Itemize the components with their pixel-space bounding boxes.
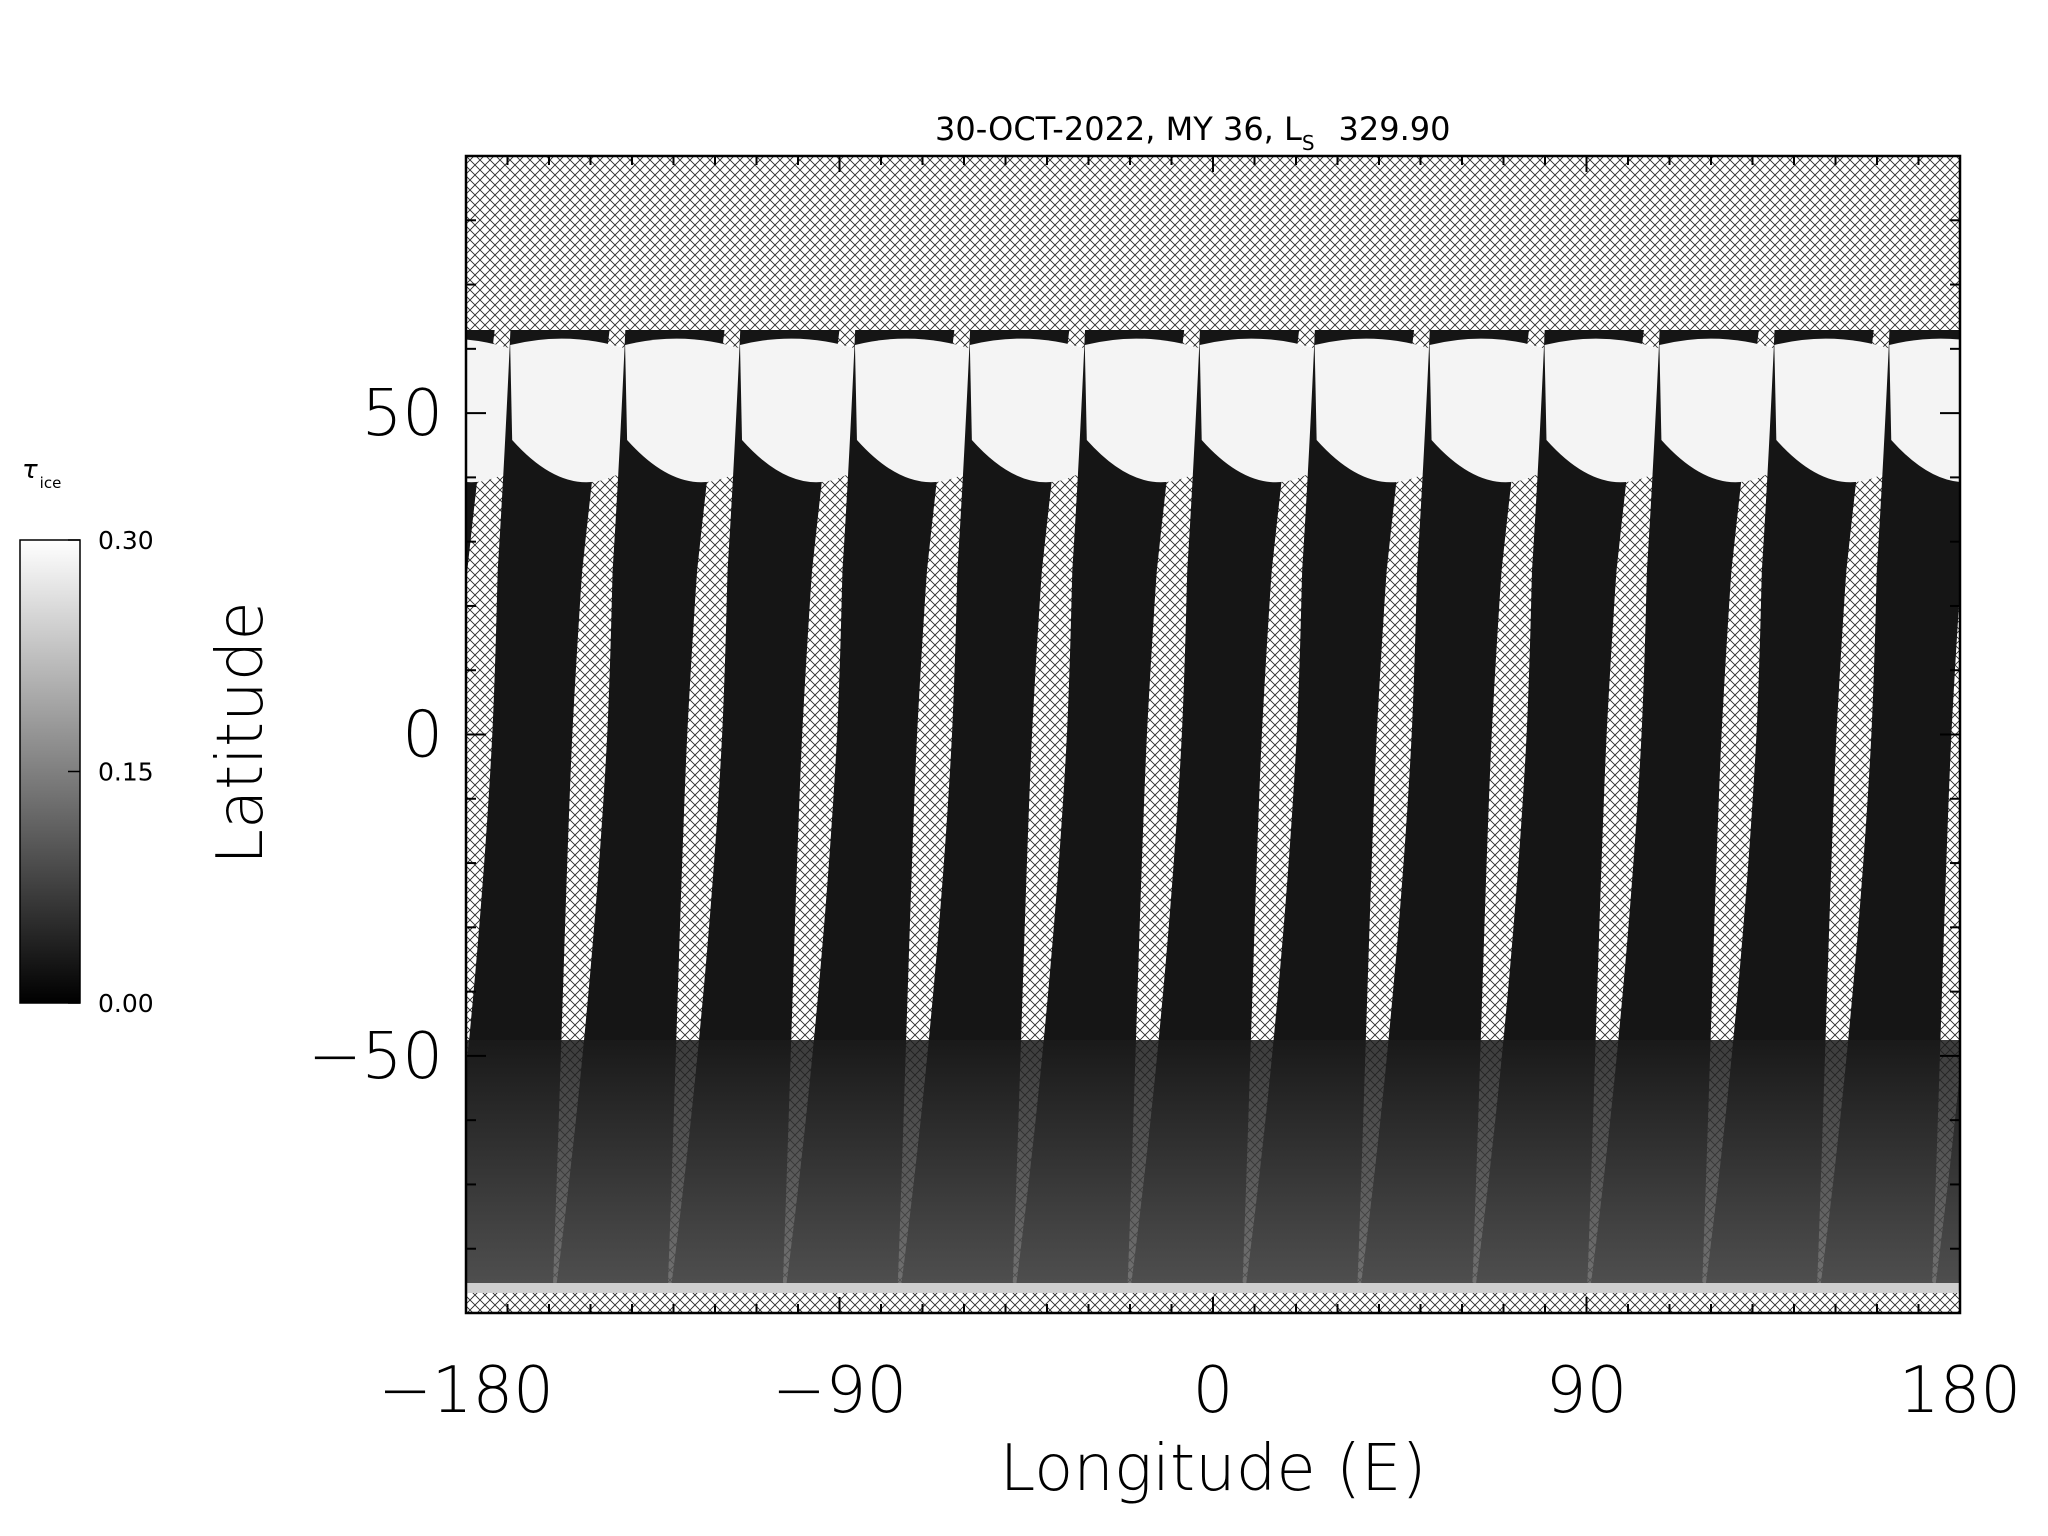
north-ice-cloud-cap xyxy=(969,338,1090,483)
north-ice-cloud-cap xyxy=(625,338,746,483)
colorbar-label-subscript: ice xyxy=(40,474,62,492)
x-tick-label: −180 xyxy=(378,1354,554,1428)
map-title: 30-OCT-2022, MY 36, LS 329.90 xyxy=(935,110,1451,155)
map-title-text: 30-OCT-2022, MY 36, L xyxy=(935,110,1302,148)
colorbar-tick-label: 0.00 xyxy=(98,989,154,1018)
north-ice-cloud-cap xyxy=(1429,338,1550,483)
y-tick-label: 0 xyxy=(402,699,443,773)
north-ice-cloud-cap xyxy=(1199,338,1320,483)
north-ice-cloud-cap xyxy=(1659,338,1780,483)
north-ice-cloud-cap xyxy=(510,338,631,483)
x-tick-label: 90 xyxy=(1546,1354,1627,1428)
south-polar-band xyxy=(466,1283,1960,1293)
north-ice-cloud-cap xyxy=(466,339,516,483)
north-ice-cloud-cap xyxy=(740,338,861,483)
north-ice-cloud-cap xyxy=(1084,338,1205,483)
y-axis-label: Latitude xyxy=(204,601,278,864)
y-axis-tick-labels: 50 0 −50 xyxy=(308,377,443,1094)
x-tick-label: 0 xyxy=(1193,1354,1234,1428)
x-tick-label: −90 xyxy=(772,1354,907,1428)
north-ice-cloud-cap xyxy=(1774,338,1895,483)
north-ice-cloud-cap xyxy=(1889,338,1960,482)
colorbar-tick-label: 0.30 xyxy=(98,526,154,555)
orbit-swaths xyxy=(466,330,2048,1293)
colorbar-tick-label: 0.15 xyxy=(98,758,154,787)
colorbar-label-symbol: τ xyxy=(22,455,38,485)
y-tick-label: 50 xyxy=(362,377,443,451)
map-title-subscript: S xyxy=(1302,131,1315,155)
x-tick-label: 180 xyxy=(1899,1354,2021,1428)
y-tick-label: −50 xyxy=(308,1020,443,1094)
north-ice-cloud-cap xyxy=(854,338,975,483)
colorbar-ticks: 0.30 0.15 0.00 xyxy=(68,526,154,1018)
colorbar-label: τ ice xyxy=(22,455,61,492)
map-minor-ticks xyxy=(465,155,1961,1314)
north-ice-cloud-cap xyxy=(1544,338,1665,483)
map-plot-area xyxy=(464,154,2048,1315)
southern-highlands-shade xyxy=(466,1040,1960,1290)
x-axis-label: Longitude (E) xyxy=(1000,1432,1427,1506)
north-ice-cloud-cap xyxy=(2004,339,2048,483)
map-title-value: 329.90 xyxy=(1339,110,1451,148)
colorbar: τ ice 0.30 0.15 0.00 xyxy=(19,455,154,1018)
x-axis-tick-labels: −180 −90 0 90 180 xyxy=(378,1354,2021,1428)
north-ice-cloud-cap xyxy=(1314,338,1435,483)
